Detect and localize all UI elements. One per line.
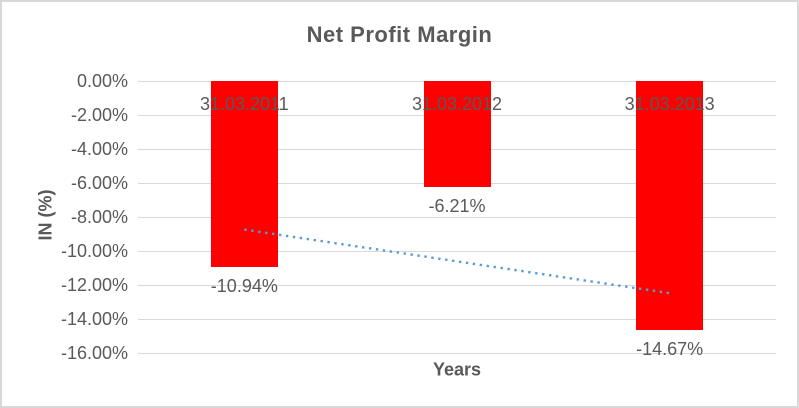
data-label: -6.21%: [428, 195, 486, 216]
gridline: [138, 216, 776, 218]
category-label: 31.03.2011: [199, 94, 289, 114]
x-axis-title: Years: [432, 359, 482, 380]
category-label: 31.03.2012: [411, 94, 503, 114]
bar-31.03.2012[interactable]: [423, 81, 491, 187]
bar-31.03.2011[interactable]: [210, 81, 278, 267]
plot-area: 31.03.2011 -10.94% 31.03.2012 -6.21% 31.03.2…: [138, 80, 776, 359]
y-tick-label: -12.00%: [60, 275, 128, 295]
y-tick-label: 0.00%: [76, 71, 128, 91]
category-label: 31.03.2013: [624, 94, 715, 114]
gridline: [138, 250, 776, 252]
data-label: -14.67%: [636, 339, 704, 360]
y-tick-label: -10.00%: [60, 241, 128, 261]
y-tick-label: -4.00%: [70, 139, 128, 159]
y-tick-label: -2.00%: [70, 105, 128, 125]
y-tick-label: -14.00%: [60, 309, 128, 329]
gridline: [138, 352, 776, 354]
chart-title: Net Profit Margin: [306, 22, 493, 47]
y-tick-label: -16.00%: [60, 343, 128, 363]
y-tick-label: -8.00%: [70, 207, 128, 227]
trendline[interactable]: [138, 81, 776, 353]
data-label: -10.94%: [210, 275, 278, 296]
gridline: [138, 318, 776, 320]
gridline: [138, 284, 776, 286]
y-tick-label: -6.00%: [70, 173, 128, 193]
